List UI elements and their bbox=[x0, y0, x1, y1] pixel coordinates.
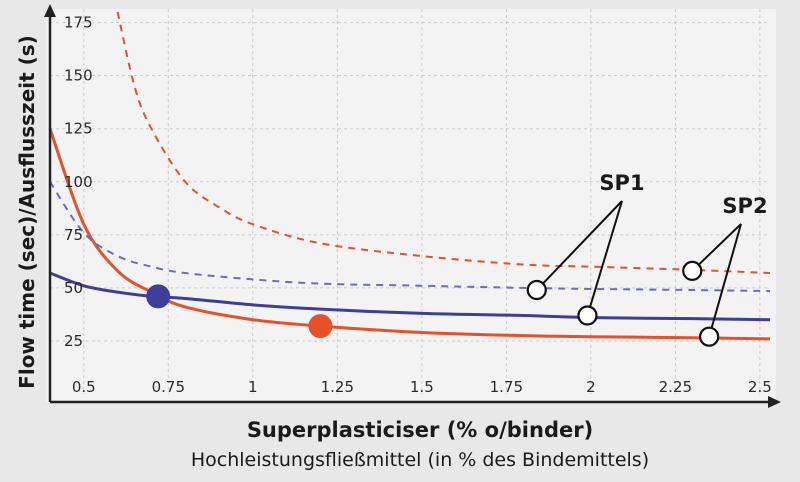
annotations: SP1 SP2 bbox=[526, 171, 768, 347]
y-tick-label: 50 bbox=[64, 279, 83, 297]
y-axis-arrow bbox=[44, 4, 56, 17]
annotation-marker-sp1 bbox=[577, 305, 598, 326]
annotation-label-sp2: SP2 bbox=[722, 194, 767, 218]
x-axis-subtitle: Hochleistungsfließmittel (in % des Binde… bbox=[191, 449, 649, 471]
highlight-points bbox=[146, 284, 333, 339]
axes bbox=[44, 4, 781, 408]
annotation-marker-sp2 bbox=[699, 326, 720, 347]
x-tick-label: 1.75 bbox=[490, 378, 523, 396]
annotation-leader-sp1 bbox=[586, 200, 623, 316]
x-tick-label: 0.75 bbox=[152, 378, 185, 396]
plot-background bbox=[46, 9, 776, 403]
x-tick-label: 1.5 bbox=[410, 378, 434, 396]
y-tick-label: 125 bbox=[64, 120, 93, 138]
x-tick-label: 2 bbox=[586, 378, 596, 396]
x-axis-arrow bbox=[768, 396, 781, 408]
annotation-leader-sp2 bbox=[708, 223, 742, 337]
y-tick-label: 175 bbox=[64, 14, 93, 32]
annotation-marker-sp2 bbox=[682, 260, 703, 282]
annotation-label-sp1: SP1 bbox=[599, 171, 644, 195]
series-line-sp1-dashed bbox=[116, 11, 771, 275]
series-line-sp2-solid bbox=[49, 271, 771, 322]
highlight-point bbox=[146, 284, 171, 309]
x-tick-label: 0.5 bbox=[72, 378, 96, 396]
annotation-leader-sp1 bbox=[536, 200, 623, 291]
x-tick-label: 2.25 bbox=[659, 378, 692, 396]
y-tick-label: 150 bbox=[64, 67, 93, 85]
y-tick-label: 75 bbox=[64, 226, 83, 244]
x-axis-title: Superplasticiser (% o/binder) bbox=[247, 418, 593, 442]
annotation-leader-sp2 bbox=[691, 223, 742, 272]
y-axis-title: Flow time (sec)/Ausflusszeit (s) bbox=[15, 35, 39, 389]
y-tick-label: 100 bbox=[64, 173, 93, 191]
x-tick-label: 2.5 bbox=[748, 378, 772, 396]
annotation-marker-sp1 bbox=[526, 279, 547, 301]
series-line-sp2-dashed bbox=[49, 181, 771, 293]
x-tick-label: 1.25 bbox=[321, 378, 354, 396]
x-tick-label: 1 bbox=[248, 378, 258, 396]
tick-labels: 0.5 0.75 1 1.25 1.5 1.75 2 2.25 2.5 25 50 75 100 125 1… bbox=[64, 14, 772, 396]
grid-lines bbox=[50, 9, 770, 394]
highlight-point bbox=[308, 314, 333, 339]
y-tick-label: 25 bbox=[64, 332, 83, 350]
